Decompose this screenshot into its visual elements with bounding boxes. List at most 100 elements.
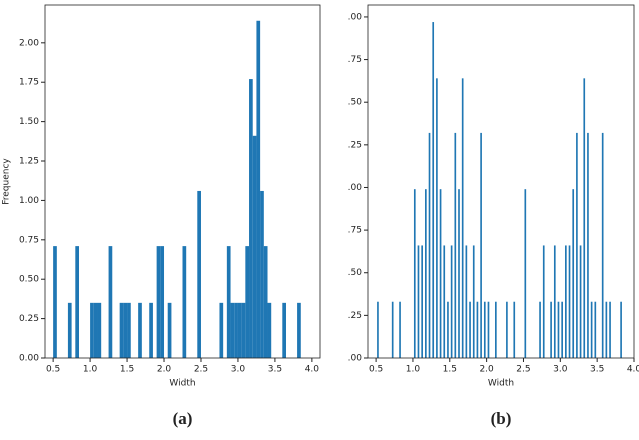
- bar: [413, 189, 416, 358]
- bar: [450, 245, 453, 358]
- x-tick-label: 4.0: [627, 365, 639, 375]
- bar: [472, 245, 475, 358]
- bar: [182, 246, 187, 358]
- y-tick-label: .00: [348, 12, 363, 22]
- bar: [576, 132, 578, 358]
- y-tick-label: 0.00: [19, 354, 39, 364]
- bar: [553, 245, 556, 358]
- bar: [425, 189, 427, 358]
- bar: [93, 302, 98, 358]
- x-axis-label: Width: [488, 379, 514, 389]
- bar: [108, 246, 113, 358]
- bar: [123, 302, 128, 358]
- bar: [219, 302, 224, 358]
- bar: [461, 78, 464, 359]
- bar: [197, 190, 201, 358]
- bar: [399, 301, 401, 358]
- bar: [421, 245, 423, 358]
- bar: [487, 301, 490, 358]
- bar: [476, 301, 479, 358]
- bar: [391, 301, 394, 358]
- y-tick-label: .25: [348, 311, 362, 321]
- bar: [524, 189, 527, 358]
- y-tick-label: .50: [348, 98, 363, 108]
- bar: [75, 246, 80, 358]
- bar: [237, 302, 242, 358]
- bar: [587, 132, 589, 358]
- bar: [160, 246, 165, 358]
- y-tick-label: .50: [348, 268, 363, 278]
- bar: [297, 302, 301, 358]
- bar: [579, 245, 582, 358]
- bar: [256, 20, 261, 358]
- x-tick-label: 2.0: [157, 365, 172, 375]
- x-tick-label: 2.0: [479, 365, 494, 375]
- bar: [495, 301, 497, 358]
- bar: [377, 301, 379, 358]
- x-tick-label: 3.5: [590, 365, 604, 375]
- bar: [454, 132, 457, 358]
- bar: [609, 301, 611, 358]
- bar: [590, 301, 593, 358]
- bar: [241, 302, 246, 358]
- y-tick-label: 1.50: [19, 117, 39, 127]
- x-tick-label: 1.0: [83, 365, 98, 375]
- bar: [601, 132, 604, 358]
- bar: [417, 245, 420, 358]
- y-tick-label: 0.75: [19, 235, 39, 245]
- bar: [557, 301, 560, 358]
- bar: [436, 78, 438, 359]
- bar: [565, 245, 567, 358]
- y-tick-label: .25: [348, 140, 362, 150]
- bar: [550, 301, 552, 358]
- bar: [447, 301, 449, 358]
- y-tick-label: 0.50: [19, 275, 39, 285]
- bar: [226, 246, 231, 358]
- x-tick-label: 3.0: [231, 365, 246, 375]
- y-tick-label: 1.75: [19, 78, 39, 88]
- bar: [542, 245, 545, 358]
- x-tick-label: 1.0: [406, 365, 421, 375]
- x-tick-label: 1.5: [120, 365, 134, 375]
- plot-frame: [367, 4, 635, 359]
- bar: [138, 302, 142, 358]
- x-tick-label: 0.5: [46, 365, 60, 375]
- bar: [539, 301, 541, 358]
- y-tick-label: 1.00: [19, 196, 39, 206]
- bar: [605, 301, 608, 358]
- bar: [469, 301, 471, 358]
- y-tick-label: 1.25: [19, 157, 39, 167]
- bar: [167, 302, 172, 358]
- y-tick-label: .00: [348, 354, 363, 364]
- y-tick-label: 2.00: [19, 38, 39, 48]
- bar: [443, 245, 446, 358]
- bar: [53, 246, 57, 358]
- bar: [234, 302, 238, 358]
- caption: (b): [491, 409, 512, 428]
- x-tick-label: 0.5: [369, 365, 383, 375]
- bar: [506, 301, 508, 358]
- bar: [465, 245, 468, 358]
- bar: [67, 302, 72, 358]
- bar: [458, 189, 460, 358]
- bar: [439, 189, 442, 358]
- bar: [119, 302, 124, 358]
- bar: [230, 302, 235, 358]
- y-axis-label: Frequency: [2, 158, 12, 205]
- bar: [249, 79, 253, 359]
- bar: [568, 245, 571, 358]
- y-tick-label: .00: [348, 183, 363, 193]
- x-tick-label: 3.0: [553, 365, 568, 375]
- y-tick-label: 0.25: [19, 314, 39, 324]
- x-tick-label: 3.5: [268, 365, 282, 375]
- x-tick-label: 1.5: [443, 365, 457, 375]
- bar: [245, 246, 250, 358]
- plot-frame: [44, 4, 321, 359]
- bar: [561, 301, 563, 358]
- bar: [480, 132, 482, 358]
- bar: [594, 301, 597, 358]
- bar: [583, 78, 586, 359]
- bar: [513, 301, 516, 358]
- caption: (a): [173, 409, 193, 428]
